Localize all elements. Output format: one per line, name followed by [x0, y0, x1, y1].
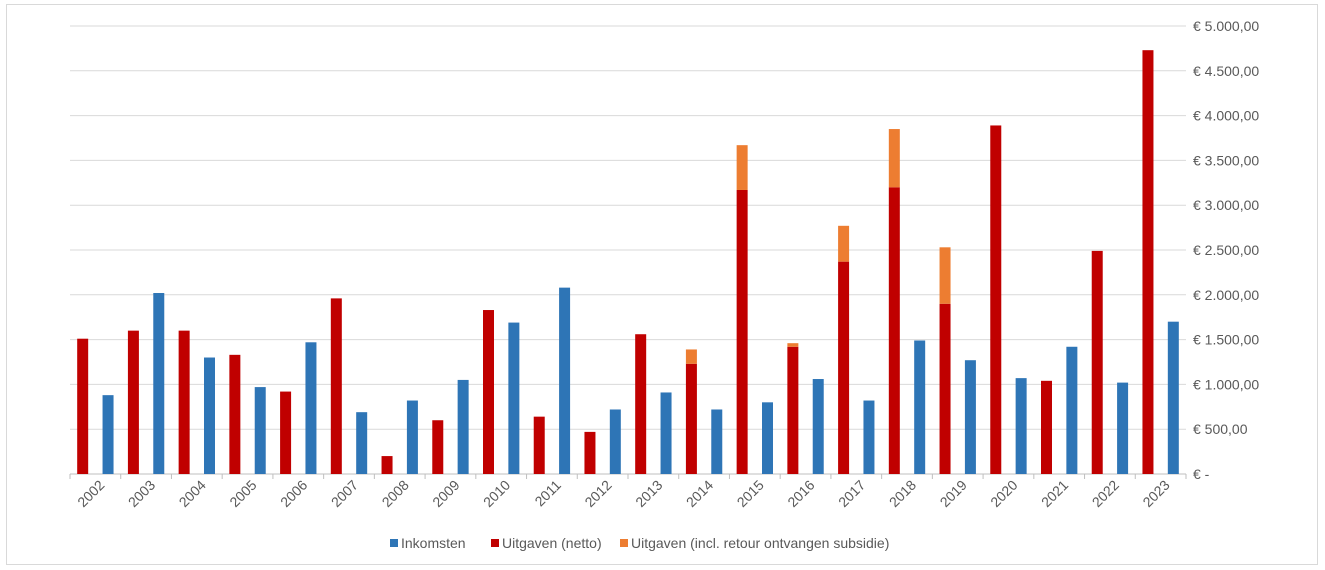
- bar: [254, 387, 266, 474]
- x-tick-label: 2012: [581, 477, 614, 510]
- bar: [381, 456, 393, 474]
- bar: [711, 409, 723, 474]
- bar: [406, 400, 418, 474]
- bar: [432, 420, 444, 474]
- x-tick-label: 2011: [531, 477, 564, 510]
- bar: [1041, 380, 1052, 474]
- bar: [102, 395, 114, 474]
- bar: [559, 287, 571, 474]
- x-tick-label: 2008: [379, 477, 412, 510]
- bar: [685, 363, 697, 474]
- x-tick-label: 2016: [784, 477, 817, 510]
- bar: [330, 298, 342, 474]
- bars: [77, 50, 1179, 475]
- bar: [1015, 378, 1027, 474]
- x-tick-label: 2006: [277, 477, 310, 510]
- x-tick-label: 2014: [683, 477, 716, 510]
- bar: [964, 360, 976, 474]
- bar: [990, 125, 1002, 475]
- x-tick-label: 2023: [1139, 477, 1172, 510]
- legend-label: Uitgaven (incl. retour ontvangen subsidi…: [631, 535, 889, 551]
- y-axis-ticks: € - € 500,00 € 1.000,00 € 1.500,00 € 2.000,0…: [1193, 18, 1259, 482]
- y-tick-label: € 500,00: [1193, 421, 1248, 437]
- bar: [812, 379, 824, 474]
- y-tick-label: € 1.500,00: [1193, 332, 1259, 348]
- bar: [635, 334, 647, 474]
- legend: Inkomsten Uitgaven (netto) Uitgaven (incl.…: [390, 535, 889, 551]
- x-tick-label: 2015: [734, 477, 767, 510]
- legend-swatch: [620, 539, 628, 547]
- x-tick-label: 2018: [886, 477, 919, 510]
- x-tick-label: 2009: [429, 477, 462, 510]
- bar: [204, 357, 215, 474]
- bar: [584, 431, 596, 474]
- y-tick-label: € 3.500,00: [1193, 152, 1259, 168]
- bar: [660, 392, 672, 474]
- x-tick-label: 2010: [480, 477, 513, 510]
- bar: [229, 354, 241, 474]
- legend-label: Inkomsten: [401, 535, 466, 551]
- bar: [762, 402, 773, 474]
- x-tick-label: 2002: [74, 477, 107, 510]
- y-tick-label: € 4.500,00: [1193, 63, 1259, 79]
- bar-segment-extra: [888, 129, 900, 188]
- bar: [1167, 321, 1179, 474]
- bar: [863, 400, 875, 474]
- x-tick-label: 2020: [987, 477, 1020, 510]
- bar: [1066, 346, 1078, 474]
- x-tick-label: 2007: [328, 477, 361, 510]
- bar: [736, 189, 748, 474]
- bar: [1091, 250, 1103, 474]
- legend-swatch: [390, 539, 398, 547]
- y-tick-label: € 3.000,00: [1193, 197, 1259, 213]
- x-tick-label: 2022: [1089, 477, 1122, 510]
- x-tick-label: 2017: [835, 477, 868, 510]
- bar: [533, 416, 545, 474]
- bar-segment-extra: [939, 247, 951, 304]
- y-tick-label: € -: [1193, 466, 1210, 482]
- bar: [356, 412, 368, 474]
- bar: [305, 342, 317, 474]
- bar-segment-extra: [736, 145, 748, 190]
- x-tick-label: 2005: [226, 477, 259, 510]
- bar: [1142, 50, 1154, 474]
- bar-segment-extra: [787, 343, 799, 347]
- bar: [939, 303, 951, 474]
- x-tick-label: 2013: [632, 477, 665, 510]
- bar: [483, 310, 494, 474]
- bar: [508, 322, 520, 474]
- bar: [888, 187, 900, 474]
- y-tick-label: € 5.000,00: [1193, 18, 1259, 34]
- bar-segment-extra: [685, 349, 697, 364]
- bar-segment-extra: [838, 225, 850, 262]
- x-tick-label: 2004: [176, 477, 209, 510]
- y-tick-label: € 4.000,00: [1193, 108, 1259, 124]
- x-tick-label: 2019: [937, 477, 970, 510]
- x-axis-ticks: 2002 2003 2004 2005 2006 2007 2008 2009 2010 2011…: [69, 474, 1187, 510]
- bar: [1117, 382, 1129, 474]
- x-tick-label: 2021: [1038, 477, 1071, 510]
- bar: [280, 391, 292, 474]
- bar: [127, 330, 139, 474]
- bar: [178, 330, 190, 474]
- bar: [77, 338, 89, 474]
- bar: [457, 379, 469, 474]
- bar: [914, 340, 926, 474]
- y-tick-label: € 1.000,00: [1193, 376, 1259, 392]
- legend-label: Uitgaven (netto): [502, 535, 602, 551]
- bar: [609, 409, 621, 474]
- x-tick-label: 2003: [125, 477, 158, 510]
- bar: [153, 293, 165, 474]
- legend-swatch: [491, 539, 499, 547]
- y-tick-label: € 2.500,00: [1193, 242, 1259, 258]
- y-tick-label: € 2.000,00: [1193, 287, 1259, 303]
- bar: [838, 261, 850, 474]
- bar: [787, 346, 799, 474]
